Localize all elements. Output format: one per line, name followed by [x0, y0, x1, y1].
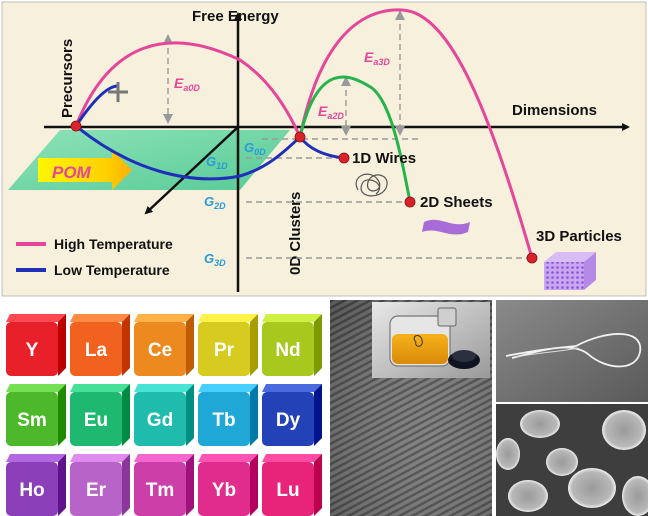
sheet-icon — [422, 219, 470, 235]
barrier-arrowheads — [163, 10, 405, 136]
element-symbol: Sm — [17, 410, 47, 431]
element-symbol: Dy — [276, 410, 301, 431]
sem-particles-image — [496, 404, 648, 516]
element-tile-nd: Nd — [262, 314, 322, 376]
energy-level-lines — [167, 14, 530, 259]
element-symbol: Nd — [275, 340, 300, 361]
precursors-label: Precursors — [59, 39, 76, 118]
rare-earth-element-tiles: Y La Ce Pr Nd Sm Eu Gd Tb Dy Ho Er Tm Yb Lu — [6, 314, 322, 516]
legend-low-temp-label: Low Temperature — [54, 262, 170, 278]
product-3d-particles: 3D Particles — [536, 228, 622, 245]
element-tile-sm: Sm — [6, 384, 66, 446]
element-symbol: Eu — [84, 410, 108, 431]
element-symbol: Er — [86, 480, 107, 501]
clusters-label: 0D Clusters — [287, 192, 304, 275]
state-points — [70, 120, 538, 264]
element-symbol: Pr — [214, 340, 235, 361]
sem-nanowire-image — [496, 300, 648, 402]
element-tile-gd: Gd — [134, 384, 194, 446]
element-tile-tm: Tm — [134, 454, 194, 516]
pom-label: POM — [52, 163, 92, 182]
element-symbol: La — [85, 340, 108, 361]
free-energy-diagram: POM Free Energy Dimensions Precursors 0D… — [1, 1, 647, 297]
wire-tangle-icon — [355, 173, 388, 197]
element-symbol: Gd — [147, 410, 173, 431]
particle-cube-icon — [544, 252, 596, 290]
element-symbol: Tm — [146, 480, 175, 501]
high-temperature-curve — [74, 8, 534, 259]
vial-photo — [372, 302, 490, 378]
product-2d-sheets: 2D Sheets — [420, 194, 493, 211]
blocked-cross-icon — [108, 82, 128, 102]
element-symbol: Y — [26, 340, 39, 361]
legend-high-temp-label: High Temperature — [54, 236, 173, 252]
pom-arrow-icon — [38, 150, 132, 190]
x-axis-label: Dimensions — [512, 102, 597, 119]
product-1d-wires: 1D Wires — [352, 150, 416, 167]
element-tile-y: Y — [6, 314, 66, 376]
legend: High Temperature Low Temperature — [16, 236, 173, 278]
low-temperature-curve — [74, 84, 345, 181]
element-symbol: Lu — [276, 480, 299, 501]
element-symbol: Ce — [148, 340, 172, 361]
element-tile-dy: Dy — [262, 384, 322, 446]
element-tile-la: La — [70, 314, 130, 376]
element-symbol: Yb — [212, 480, 236, 501]
medium-temperature-curve — [298, 75, 412, 203]
element-symbol: Ho — [19, 480, 44, 501]
element-tile-er: Er — [70, 454, 130, 516]
y-axis-label: Free Energy — [192, 8, 279, 25]
element-tile-pr: Pr — [198, 314, 258, 376]
element-tile-yb: Yb — [198, 454, 258, 516]
element-tile-lu: Lu — [262, 454, 322, 516]
element-symbol: Tb — [212, 410, 235, 431]
element-tile-ho: Ho — [6, 454, 66, 516]
z-axis — [144, 126, 239, 215]
element-tile-ce: Ce — [134, 314, 194, 376]
element-tile-tb: Tb — [198, 384, 258, 446]
element-tile-eu: Eu — [70, 384, 130, 446]
